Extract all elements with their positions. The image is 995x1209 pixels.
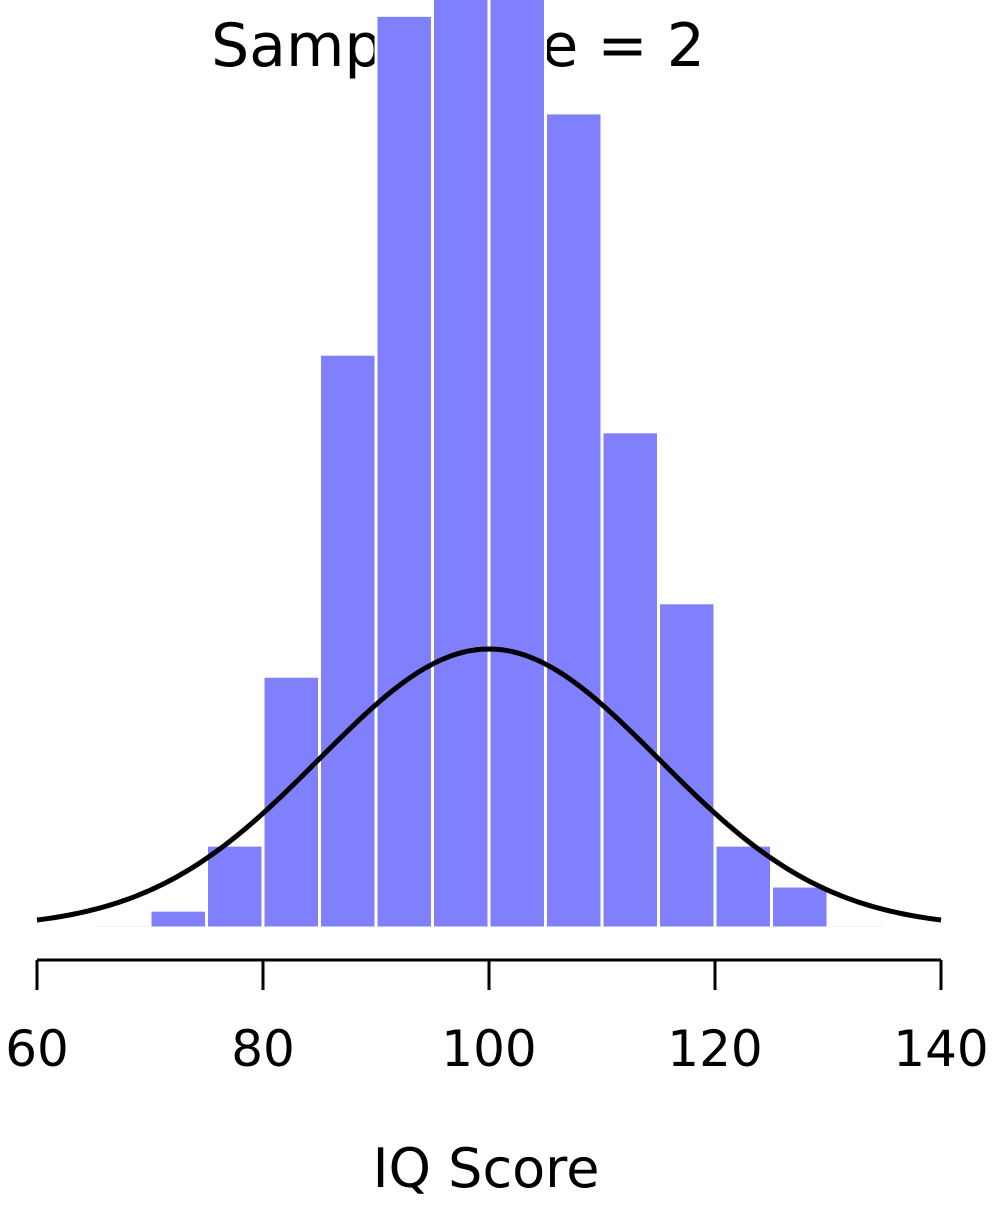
histogram-bars (92, 0, 886, 930)
normal-density-curve (36, 646, 942, 923)
x-tick-label: 120 (667, 1020, 762, 1078)
histogram-bar (826, 923, 886, 930)
histogram-bar (431, 0, 491, 930)
histogram-bar (318, 352, 378, 930)
x-tick-label: 100 (441, 1020, 536, 1078)
histogram-bar (374, 13, 434, 930)
histogram-bar (148, 908, 208, 930)
histogram-bar (713, 843, 773, 930)
histogram-bar (261, 674, 321, 930)
histogram-bar (600, 430, 660, 930)
x-tick-label: 140 (893, 1020, 988, 1078)
histogram-bar (544, 111, 604, 930)
x-tick-label: 80 (231, 1020, 295, 1078)
x-axis: 60 80 100 120 140 (5, 958, 989, 1078)
histogram-bar (92, 923, 152, 930)
histogram-bar (770, 884, 830, 930)
histogram-bar (205, 843, 265, 930)
x-axis-label: IQ Score (373, 1137, 600, 1200)
x-tick-label: 60 (5, 1020, 69, 1078)
histogram-bar (487, 0, 547, 930)
